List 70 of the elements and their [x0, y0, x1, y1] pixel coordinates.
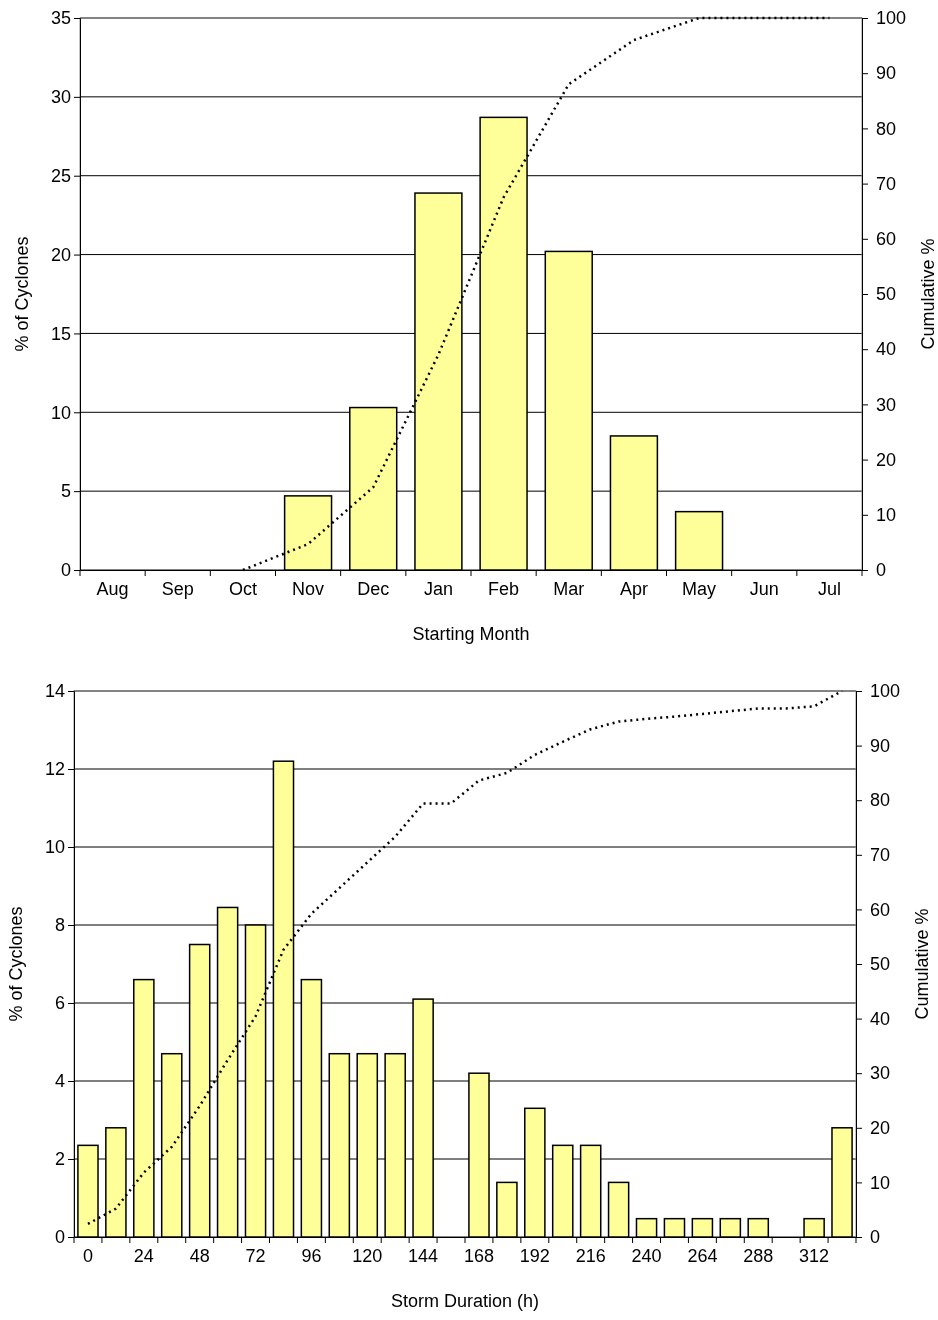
y-axis-title: % of Cyclones — [12, 236, 32, 352]
y2-tick-label: 20 — [876, 449, 897, 470]
y-tick-label: 14 — [44, 681, 65, 702]
x-tick-label: Oct — [228, 578, 257, 599]
x-tick-label: Sep — [161, 578, 194, 599]
y2-tick-label: 90 — [870, 735, 891, 756]
x-tick-label: 216 — [575, 1245, 606, 1266]
x-tick-label: 144 — [408, 1245, 439, 1266]
y2-tick-label: 100 — [870, 681, 901, 702]
y2-tick-label: 40 — [876, 339, 897, 360]
y-tick-label: 6 — [54, 993, 65, 1014]
x-tick-label: 312 — [799, 1245, 830, 1266]
y-tick-label: 35 — [50, 8, 71, 29]
y-tick-label: 30 — [50, 87, 71, 108]
y-tick-label: 5 — [60, 481, 71, 502]
x-tick-label: Feb — [488, 578, 520, 599]
y-tick-label: 20 — [50, 244, 71, 265]
y-tick-label: 2 — [54, 1149, 65, 1170]
y2-axis-title: Cumulative % — [918, 238, 938, 350]
y2-tick-label: 70 — [876, 173, 897, 194]
y-tick-label: 8 — [54, 915, 65, 936]
y-tick-label: 15 — [50, 323, 71, 344]
y2-tick-label: 50 — [876, 284, 897, 305]
x-tick-label: Jan — [423, 578, 453, 599]
x-tick-label: 168 — [463, 1245, 494, 1266]
y2-tick-label: 60 — [876, 229, 897, 250]
x-tick-label: 120 — [352, 1245, 383, 1266]
y2-tick-label: 0 — [876, 560, 887, 581]
y-tick-label: 12 — [44, 759, 65, 780]
x-tick-label: 72 — [245, 1245, 266, 1266]
y2-tick-label: 40 — [870, 1008, 891, 1029]
x-axis-title: Storm Duration (h) — [390, 1291, 540, 1311]
x-tick-label: Apr — [619, 578, 648, 599]
x-tick-label: 192 — [519, 1245, 550, 1266]
y2-tick-label: 10 — [876, 505, 897, 526]
y2-tick-label: 100 — [876, 8, 907, 29]
y-tick-label: 25 — [50, 165, 71, 186]
y2-tick-label: 30 — [876, 394, 897, 415]
x-tick-label: 48 — [189, 1245, 210, 1266]
y-tick-label: 0 — [54, 1227, 65, 1248]
x-tick-label: Jun — [749, 578, 779, 599]
y2-tick-label: 50 — [870, 954, 891, 975]
x-tick-label: 96 — [301, 1245, 322, 1266]
x-tick-label: Jul — [817, 578, 841, 599]
y-tick-label: 10 — [50, 402, 71, 423]
x-tick-label: Mar — [553, 578, 585, 599]
y-tick-label: 0 — [60, 560, 71, 581]
x-axis-title: Starting Month — [412, 624, 530, 644]
x-tick-label: Nov — [292, 578, 325, 599]
y2-tick-label: 20 — [870, 1118, 891, 1139]
x-tick-label: Dec — [357, 578, 390, 599]
x-tick-label: Aug — [96, 578, 129, 599]
x-tick-label: 0 — [82, 1245, 93, 1266]
x-tick-label: 240 — [631, 1245, 662, 1266]
y2-tick-label: 70 — [870, 845, 891, 866]
y2-tick-label: 60 — [870, 899, 891, 920]
y2-tick-label: 90 — [876, 63, 897, 84]
y2-tick-label: 0 — [870, 1227, 881, 1248]
y2-tick-label: 30 — [870, 1063, 891, 1084]
y2-tick-label: 80 — [876, 118, 897, 139]
x-tick-label: 264 — [687, 1245, 718, 1266]
y2-tick-label: 80 — [870, 790, 891, 811]
y-axis-title: % of Cyclones — [6, 906, 26, 1022]
x-tick-label: May — [682, 578, 717, 599]
y2-tick-label: 10 — [870, 1172, 891, 1193]
x-tick-label: 24 — [133, 1245, 154, 1266]
y2-axis-title: Cumulative % — [912, 908, 932, 1020]
y-tick-label: 4 — [54, 1071, 65, 1092]
y-tick-label: 10 — [44, 837, 65, 858]
x-tick-label: 288 — [743, 1245, 774, 1266]
